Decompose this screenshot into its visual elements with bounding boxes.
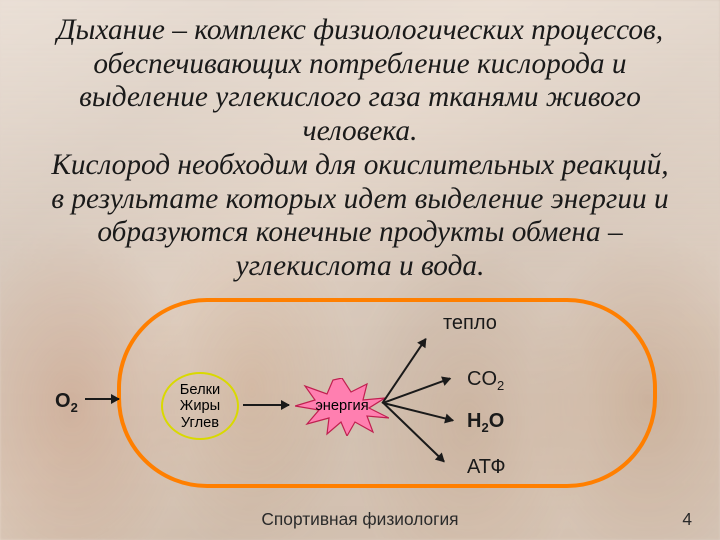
o2-input-label: O2 bbox=[55, 390, 78, 415]
definition-text: Дыхание – комплекс физиологических проце… bbox=[51, 14, 668, 282]
substrate-node: Белки Жиры Углев bbox=[161, 372, 239, 440]
definition-paragraph: Дыхание – комплекс физиологических проце… bbox=[0, 0, 720, 284]
respiration-diagram: O2 Белки Жиры Углев энергия тепло CO2 H2… bbox=[55, 298, 665, 508]
energy-node: энергия bbox=[295, 378, 389, 436]
h2o-sub: 2 bbox=[481, 420, 488, 435]
arrow-substrate-to-energy bbox=[243, 404, 289, 406]
arrow-o2-in bbox=[85, 398, 119, 400]
substrate-line3: Углев bbox=[163, 415, 237, 431]
h2o-post: O bbox=[489, 410, 505, 432]
output-heat: тепло bbox=[443, 312, 497, 335]
co2-sub: 2 bbox=[497, 378, 504, 393]
h2o-pre: H bbox=[467, 410, 481, 432]
substrate-line2: Жиры bbox=[163, 398, 237, 414]
co2-base: CO bbox=[467, 368, 497, 390]
energy-label: энергия bbox=[295, 398, 389, 414]
substrate-line1: Белки bbox=[163, 382, 237, 398]
footer-title: Спортивная физиология bbox=[0, 509, 720, 530]
output-h2o: H2O bbox=[467, 410, 504, 435]
page-number: 4 bbox=[682, 509, 692, 530]
slide-footer: Спортивная физиология 4 bbox=[0, 509, 720, 530]
o2-sub: 2 bbox=[71, 400, 78, 415]
output-co2: CO2 bbox=[467, 368, 504, 393]
o2-base: O bbox=[55, 390, 71, 412]
output-atp: АТФ bbox=[467, 456, 506, 479]
